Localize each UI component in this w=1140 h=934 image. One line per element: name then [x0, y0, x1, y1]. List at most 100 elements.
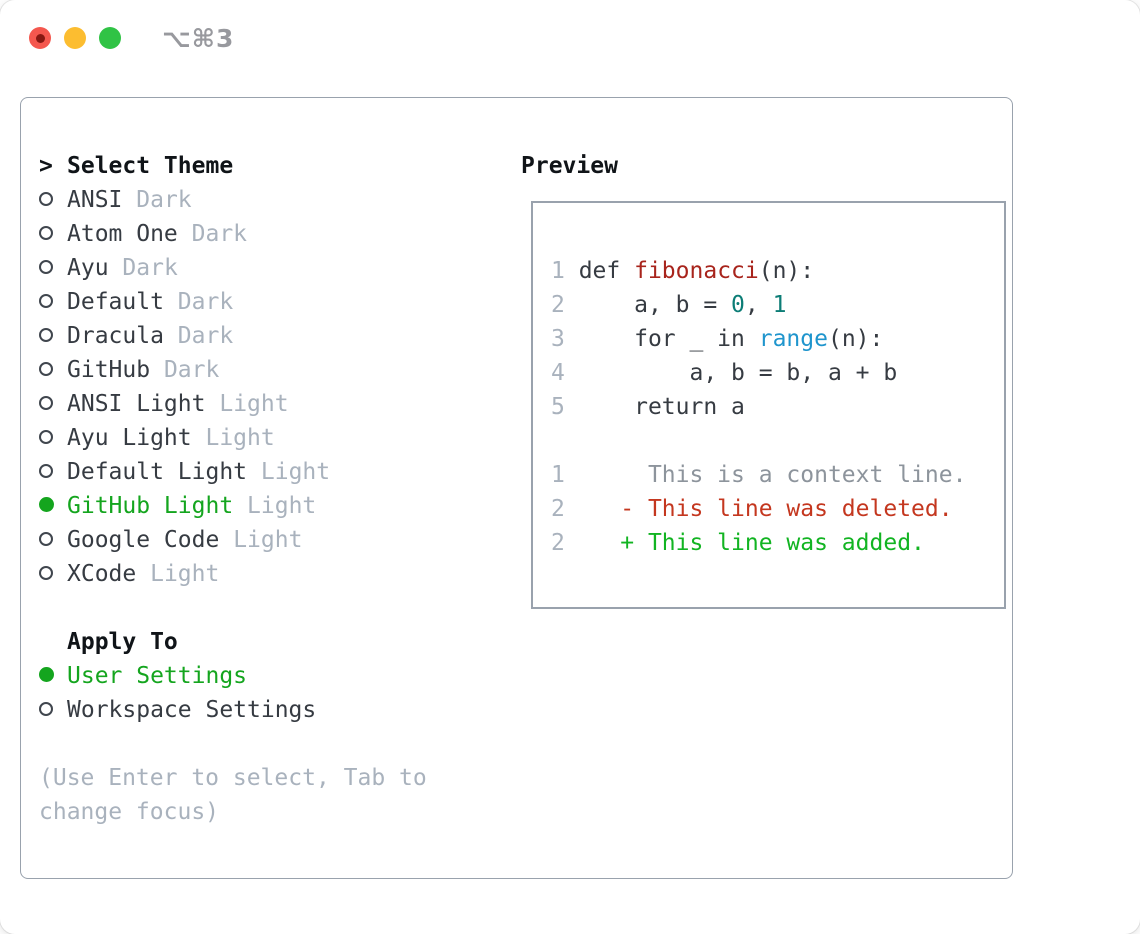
theme-selector-column: > Select Theme ANSI Dark Atom One Dark Ayu …: [39, 149, 484, 829]
apply-option-user-settings[interactable]: User Settings: [39, 659, 484, 693]
theme-name: Dracula: [67, 323, 164, 349]
theme-variant: Light: [247, 493, 317, 519]
theme-name: Ayu Light: [67, 425, 192, 451]
code-token-number: 1: [772, 292, 787, 318]
code-line: [533, 424, 1004, 458]
apply-to-list: User Settings Workspace Settings: [39, 659, 484, 727]
code-token-function: fibonacci: [634, 258, 759, 284]
code-line: 5 return a: [533, 390, 1004, 424]
code-token-code: a, b =: [564, 292, 732, 318]
code-token-number: 0: [731, 292, 745, 318]
code-token-code: def: [564, 258, 635, 284]
theme-option-google-code[interactable]: Google Code Light: [39, 523, 484, 557]
radio-icon: [39, 226, 53, 240]
theme-option-github[interactable]: GitHub Dark: [39, 353, 484, 387]
code-token-deleted: - This line was deleted.: [564, 496, 953, 522]
theme-variant: Dark: [191, 221, 248, 247]
theme-variant: Dark: [122, 255, 178, 281]
apply-option-workspace-settings[interactable]: Workspace Settings: [39, 693, 484, 727]
prompt-caret-icon: >: [39, 153, 53, 179]
theme-option-ayu-light[interactable]: Ayu Light Light: [39, 421, 484, 455]
theme-variant: Dark: [136, 187, 192, 213]
titlebar: ⌥⌘3: [29, 23, 235, 53]
code-token-code: for _ in: [564, 326, 759, 352]
preview-title: Preview: [521, 153, 618, 179]
theme-option-default[interactable]: Default Dark: [39, 285, 484, 319]
theme-name: ANSI Light: [67, 391, 206, 417]
radio-icon: [39, 396, 53, 410]
theme-name: Default: [67, 289, 164, 315]
code-line: 2 a, b = 0, 1: [533, 288, 1004, 322]
radio-selected-icon: [39, 667, 54, 682]
theme-variant: Dark: [163, 357, 220, 383]
theme-option-dracula[interactable]: Dracula Dark: [39, 319, 484, 353]
line-number: 1: [551, 258, 565, 284]
apply-to-title: Apply To: [67, 629, 178, 655]
theme-variant: Light: [233, 527, 303, 553]
theme-option-ayu[interactable]: Ayu Dark: [39, 251, 484, 285]
theme-name: ANSI: [67, 187, 123, 213]
theme-list: ANSI Dark Atom One Dark Ayu Dark Default Da…: [39, 183, 484, 591]
line-number: 2: [551, 496, 565, 522]
spacer: [39, 591, 484, 625]
theme-variant: Light: [219, 391, 289, 417]
code-token-context: This is a context line.: [564, 462, 967, 488]
code-line: 4 a, b = b, a + b: [533, 356, 1004, 390]
theme-name: Ayu: [67, 255, 109, 281]
theme-variant: Light: [205, 425, 275, 451]
code-token-code: (n):: [827, 326, 884, 352]
code-token-code: (n):: [758, 258, 815, 284]
radio-icon: [39, 566, 53, 580]
code-token-added: + This line was added.: [564, 530, 925, 556]
radio-icon: [39, 464, 53, 478]
theme-option-atom-one[interactable]: Atom One Dark: [39, 217, 484, 251]
code-line: 1 def fibonacci(n):: [533, 254, 1004, 288]
theme-variant: Dark: [177, 289, 234, 315]
line-number: 5: [551, 394, 565, 420]
minimize-button[interactable]: [64, 27, 86, 49]
theme-name: GitHub Light: [67, 493, 234, 519]
apply-option-label: User Settings: [67, 663, 248, 689]
line-number: 4: [551, 360, 565, 386]
select-theme-title: Select Theme: [67, 153, 234, 179]
line-number: 2: [551, 292, 565, 318]
unsaved-dot-icon: [35, 33, 45, 43]
theme-name: Google Code: [67, 527, 220, 553]
theme-name: GitHub: [67, 357, 151, 383]
close-button[interactable]: [29, 27, 51, 49]
line-number: 3: [551, 326, 565, 352]
gutter: [39, 625, 67, 659]
radio-icon: [39, 702, 53, 716]
theme-option-ansi-light[interactable]: ANSI Light Light: [39, 387, 484, 421]
theme-option-xcode[interactable]: XCode Light: [39, 557, 484, 591]
theme-variant: Dark: [177, 323, 234, 349]
theme-option-default-light[interactable]: Default Light Light: [39, 455, 484, 489]
theme-name: XCode: [67, 561, 137, 587]
code-token-code: a, b = b, a + b: [564, 360, 898, 386]
theme-name: Default Light: [67, 459, 248, 485]
radio-icon: [39, 328, 53, 342]
code-line: 1 This is a context line.: [533, 458, 1004, 492]
apply-option-label: Workspace Settings: [67, 697, 317, 723]
theme-dialog-panel: > Select Theme ANSI Dark Atom One Dark Ayu …: [20, 97, 1013, 879]
code-token-code: return a: [564, 394, 745, 420]
theme-name: Atom One: [67, 221, 178, 247]
radio-icon: [39, 532, 53, 546]
line-number: 1: [551, 462, 565, 488]
theme-option-ansi[interactable]: ANSI Dark: [39, 183, 484, 217]
spacer: [39, 727, 484, 761]
theme-variant: Light: [150, 561, 220, 587]
maximize-button[interactable]: [99, 27, 121, 49]
hint-text: (Use Enter to select, Tab to change focu…: [39, 765, 427, 825]
window-title: ⌥⌘3: [162, 23, 235, 53]
theme-option-github-light[interactable]: GitHub Light Light: [39, 489, 484, 523]
preview-column: Preview 1 def fibonacci(n): 2 a, b = 0, 1…: [501, 149, 1006, 609]
select-theme-header: > Select Theme: [39, 149, 484, 183]
code-line: 2 - This line was deleted.: [533, 492, 1004, 526]
code-token-code: ,: [744, 292, 773, 318]
code-line: 2 + This line was added.: [533, 526, 1004, 560]
radio-icon: [39, 294, 53, 308]
radio-icon: [39, 192, 53, 206]
radio-icon: [39, 430, 53, 444]
